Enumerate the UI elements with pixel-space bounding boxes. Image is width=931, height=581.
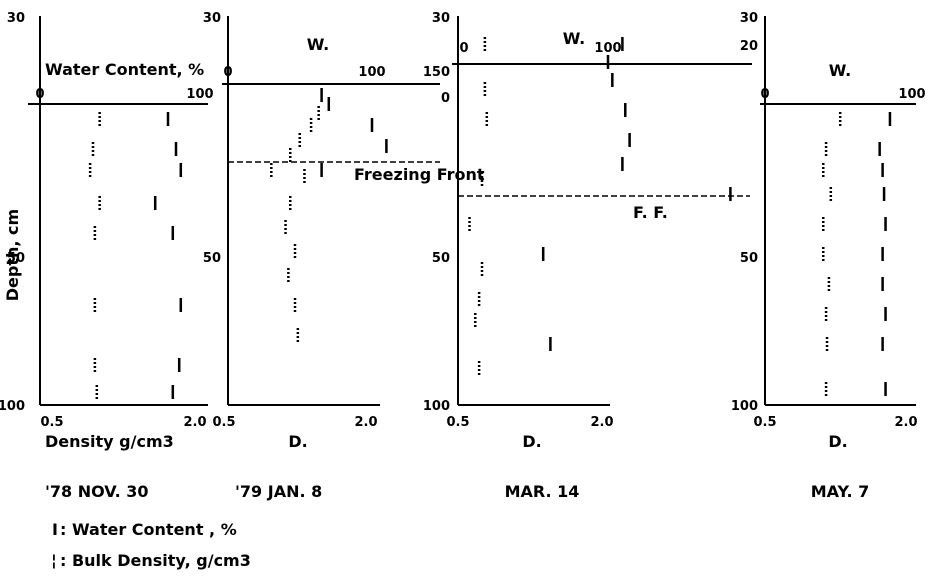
depth-tick-label: 30 — [203, 11, 221, 26]
density-axis-title: D. — [828, 432, 847, 451]
depth-tick-label: 30 — [432, 11, 450, 26]
water-axis-title: Water Content, % — [45, 60, 204, 79]
water-axis-title: W. — [563, 29, 585, 48]
depth-tick-label: 50 — [740, 251, 758, 266]
date-label: MAY. 7 — [811, 482, 870, 501]
water-tick-label: 0 — [459, 41, 468, 56]
density-tick-label: 2.0 — [894, 415, 917, 430]
depth-tick-label: 150 — [423, 65, 450, 80]
density-tick-label: 0.5 — [212, 415, 235, 430]
water-axis-title: W. — [829, 61, 851, 80]
depth-tick-label: 20 — [740, 39, 758, 54]
depth-tick-label: 50 — [432, 251, 450, 266]
legend-water-label: : Water Content , % — [60, 520, 237, 539]
water-tick-label: 0 — [35, 87, 44, 102]
water-axis-title: W. — [307, 35, 329, 54]
density-tick-label: 0.5 — [40, 415, 63, 430]
data-marks — [270, 88, 388, 342]
data-marks — [468, 37, 732, 375]
depth-tick-label: 30 — [7, 11, 25, 26]
water-tick-label: 100 — [186, 87, 213, 102]
date-label: MAR. 14 — [505, 482, 580, 501]
annotation-text: Freezing Front — [354, 165, 485, 184]
water-tick-label: 0 — [223, 65, 232, 80]
data-marks — [88, 112, 183, 399]
density-tick-label: 2.0 — [354, 415, 377, 430]
depth-axis-title: Depth, cm — [3, 209, 22, 301]
date-label: '79 JAN. 8 — [235, 482, 322, 501]
water-tick-label: 100 — [898, 87, 925, 102]
freezing-front-label: F. F. — [633, 203, 668, 222]
depth-tick-label: 50 — [203, 251, 221, 266]
panel-may-7: 30 20 50 100 0 100 0.5 2.0 W. D. MAY. 7 — [731, 11, 926, 501]
depth-tick-label: 100 — [731, 399, 758, 414]
panel-nov-30: 30 50 100 0 100 0.5 2.0 Water Content, %… — [0, 11, 214, 501]
density-tick-label: 0.5 — [446, 415, 469, 430]
panel-jan-8: 30 50 0 100 0.5 2.0 W. D. '79 JAN. 8 Fre… — [203, 11, 485, 501]
annotation-text: F. F. — [633, 203, 668, 222]
legend: I : Water Content , % ¦ : Bulk Density, … — [51, 520, 251, 570]
density-tick-label: 2.0 — [590, 415, 613, 430]
depth-tick-label: 0 — [441, 91, 450, 106]
water-tick-label: 100 — [358, 65, 385, 80]
density-axis-title: D. — [522, 432, 541, 451]
water-tick-label: 100 — [594, 41, 621, 56]
date-label: '78 NOV. 30 — [45, 482, 149, 501]
density-axis-title: Density g/cm3 — [45, 432, 174, 451]
freezing-front-label: Freezing Front — [354, 165, 485, 184]
legend-water-symbol: I — [52, 520, 58, 539]
depth-tick-label: 50 — [7, 251, 25, 266]
legend-density-symbol: ¦ — [51, 551, 57, 570]
density-tick-label: 2.0 — [183, 415, 206, 430]
depth-tick-label: 30 — [740, 11, 758, 26]
depth-tick-label: 100 — [423, 399, 450, 414]
panel-mar-14: 30 150 0 50 100 0 100 0.5 2.0 W. D. MAR.… — [423, 11, 752, 501]
data-marks — [822, 112, 892, 396]
legend-density-label: : Bulk Density, g/cm3 — [60, 551, 251, 570]
depth-tick-label: 100 — [0, 399, 25, 414]
water-tick-label: 0 — [760, 87, 769, 102]
density-axis-title: D. — [288, 432, 307, 451]
density-tick-label: 0.5 — [753, 415, 776, 430]
